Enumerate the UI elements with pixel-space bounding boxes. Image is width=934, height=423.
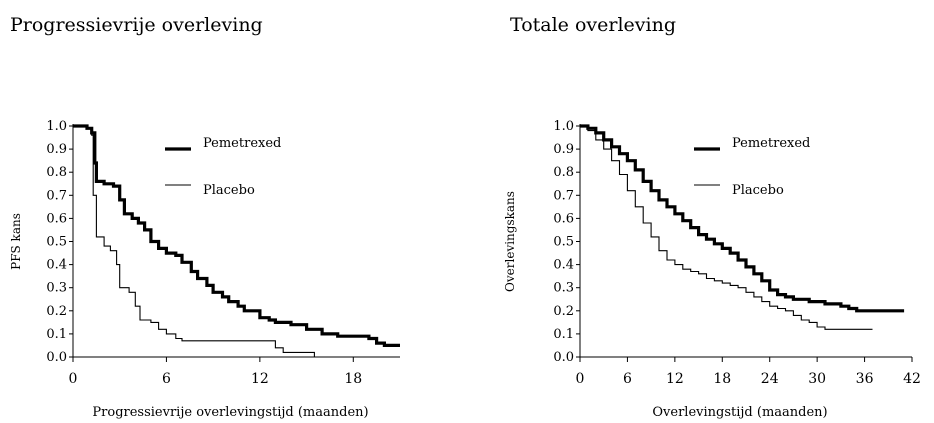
x-tick-label: 24 — [761, 371, 779, 387]
x-tick-label: 36 — [856, 371, 874, 387]
y-tick-label: 0.9 — [553, 142, 574, 157]
x-tick-label: 6 — [162, 371, 171, 387]
chart-title-pfs: Progressievrije overleving — [10, 14, 263, 36]
legend-label-placebo: Placebo — [203, 183, 255, 198]
x-tick-label: 6 — [623, 371, 632, 387]
y-tick-label: 0.1 — [46, 327, 67, 342]
y-tick-label: 1.0 — [46, 119, 67, 134]
x-tick-label: 12 — [666, 371, 684, 387]
x-tick-label: 18 — [713, 371, 731, 387]
series-line-pemetrexed — [73, 124, 400, 347]
y-axis-label: PFS kans — [9, 213, 23, 270]
series-line-placebo — [73, 125, 315, 357]
y-tick-label: 0.4 — [553, 258, 574, 273]
y-tick-label: 0.8 — [553, 165, 574, 180]
y-tick-label: 0.3 — [46, 281, 67, 296]
series-line-pemetrexed — [580, 124, 905, 313]
x-axis-label: Overlevingstijd (maanden) — [652, 405, 827, 420]
y-tick-label: 0.0 — [553, 350, 574, 365]
legend-label-pemetrexed: Pemetrexed — [732, 136, 810, 151]
y-tick-label: 0.1 — [553, 327, 574, 342]
y-tick-label: 0.6 — [553, 211, 574, 226]
y-tick-label: 0.7 — [46, 188, 67, 203]
y-tick-label: 0.2 — [553, 304, 574, 319]
y-axis-label: Overlevingskans — [503, 191, 517, 292]
x-axis-label: Progressievrije overlevingstijd (maanden… — [92, 405, 368, 420]
y-tick-label: 0.3 — [553, 281, 574, 296]
chart-title-overall-survival: Totale overleving — [510, 14, 676, 36]
chart-panel-pfs — [69, 124, 400, 362]
y-tick-label: 0.7 — [553, 188, 574, 203]
legend-label-pemetrexed: Pemetrexed — [203, 136, 281, 151]
series-line-placebo — [580, 125, 873, 330]
x-tick-label: 12 — [251, 371, 269, 387]
y-tick-label: 1.0 — [553, 119, 574, 134]
y-tick-label: 0.8 — [46, 165, 67, 180]
y-tick-label: 0.0 — [46, 350, 67, 365]
y-tick-label: 0.5 — [46, 235, 67, 250]
x-tick-label: 0 — [69, 371, 78, 387]
x-tick-label: 30 — [808, 371, 826, 387]
chart-panel-os — [576, 124, 913, 362]
x-tick-label: 0 — [576, 371, 585, 387]
y-tick-label: 0.4 — [46, 258, 67, 273]
x-tick-label: 18 — [344, 371, 362, 387]
y-tick-label: 0.6 — [46, 211, 67, 226]
y-tick-label: 0.5 — [553, 235, 574, 250]
x-tick-label: 42 — [903, 371, 921, 387]
legend-label-placebo: Placebo — [732, 183, 784, 198]
y-tick-label: 0.9 — [46, 142, 67, 157]
y-tick-label: 0.2 — [46, 304, 67, 319]
